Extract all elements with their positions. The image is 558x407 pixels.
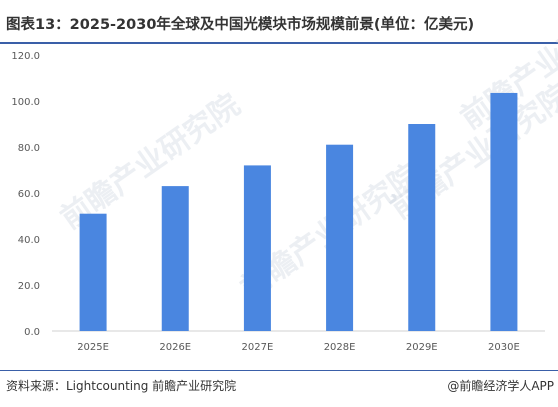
bar-chart: 前瞻产业研究院前瞻产业研究院前瞻产业研究院前瞻产业研究院 0.0 20.0 40.0… — [11, 0, 558, 353]
chart-title: 图表13：2025-2030年全球及中国光模块市场规模前景(单位：亿美元) — [6, 17, 475, 33]
bar-2025E — [79, 213, 107, 331]
labels-layer: 2025E 2026E 2027E 2028E 2029E 2030E — [77, 342, 520, 353]
title-divider — [0, 42, 558, 44]
bar-2029E — [408, 124, 436, 331]
y-tick-label: 80.0 — [18, 143, 40, 154]
x-tick-label: 2030E — [488, 342, 520, 353]
axis-layer: 0.0 20.0 40.0 60.0 80.0 100.0 120.0 — [11, 51, 545, 338]
y-tick-label: 40.0 — [18, 235, 40, 246]
x-tick-label: 2027E — [242, 342, 274, 353]
y-tick-label: 0.0 — [24, 327, 40, 338]
y-tick-label: 60.0 — [18, 189, 40, 200]
footer-divider — [0, 370, 558, 371]
x-tick-label: 2029E — [406, 342, 438, 353]
x-tick-label: 2025E — [77, 342, 109, 353]
bar-2026E — [161, 186, 189, 331]
bar-2030E — [490, 92, 518, 331]
bar-2028E — [326, 144, 354, 331]
y-tick-label: 20.0 — [18, 281, 40, 292]
brand-credit: @前瞻经济学人APP — [447, 379, 554, 393]
watermark-layer: 前瞻产业研究院前瞻产业研究院前瞻产业研究院前瞻产业研究院 — [55, 0, 558, 307]
x-tick-label: 2028E — [324, 342, 356, 353]
bars-layer — [79, 92, 518, 331]
bar-2027E — [243, 165, 271, 331]
source-note: 资料来源：Lightcounting 前瞻产业研究院 — [6, 379, 237, 393]
x-tick-label: 2026E — [159, 342, 191, 353]
y-tick-label: 100.0 — [11, 97, 40, 108]
y-tick-label: 120.0 — [11, 51, 40, 62]
